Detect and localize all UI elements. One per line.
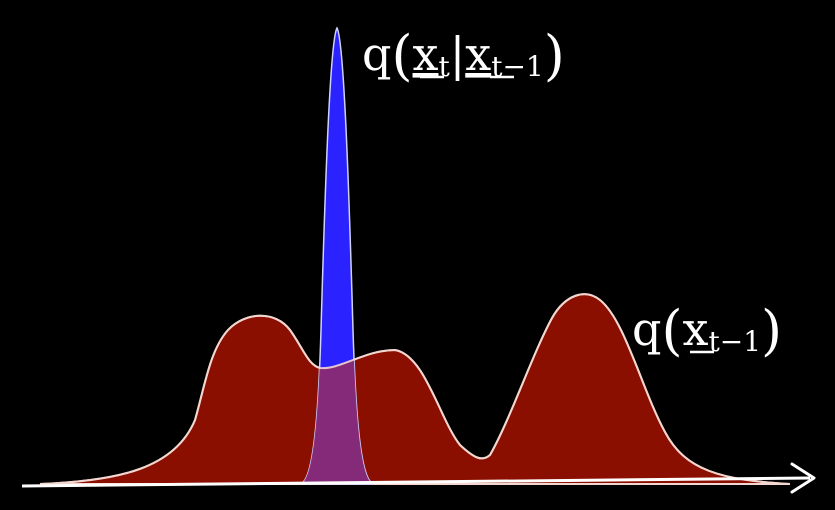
transition-label-bar: | (450, 27, 466, 81)
transition-label-func: q (362, 27, 391, 81)
marginal-label-sub: t−1 (708, 325, 761, 358)
transition-label-sub1: t (438, 50, 450, 83)
marginal-label-func: q (632, 302, 661, 356)
marginal-outline-overlay (39, 293, 791, 485)
transition-label-var2: x (465, 27, 491, 81)
x-axis-line (21, 476, 811, 488)
x-axis-arrowhead (790, 462, 816, 494)
marginal-label: q(xt−1) (632, 299, 782, 362)
transition-label-var1: x (413, 27, 439, 81)
transition-distribution-curve (299, 26, 375, 485)
marginal-label-close: ) (761, 299, 782, 362)
transition-label: q(xt|xt−1) (362, 24, 565, 87)
marginal-label-open: ( (661, 299, 682, 362)
transition-label-close: ) (544, 24, 565, 87)
transition-label-open: ( (391, 24, 412, 87)
x-axis (21, 462, 816, 494)
marginal-label-var: x (683, 302, 709, 356)
